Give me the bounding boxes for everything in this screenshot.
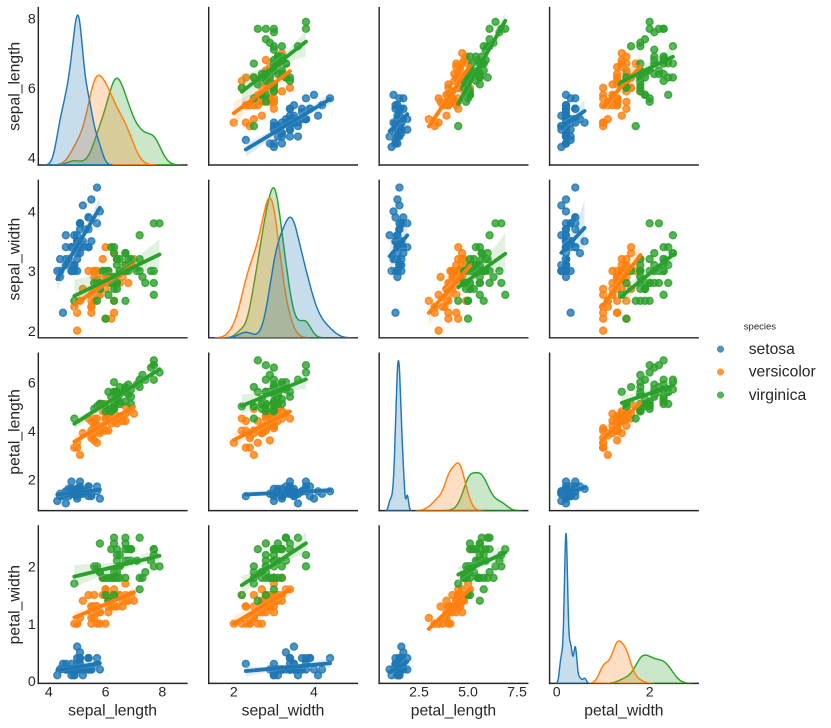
svg-text:virginica: virginica	[749, 387, 807, 404]
svg-text:petal_width: petal_width	[6, 565, 23, 644]
svg-text:6: 6	[28, 81, 36, 97]
svg-text:setosa: setosa	[749, 341, 795, 358]
svg-text:sepal_width: sepal_width	[242, 703, 325, 720]
svg-text:petal_width: petal_width	[584, 703, 663, 720]
svg-text:sepal_length: sepal_length	[68, 703, 157, 720]
svg-text:6: 6	[28, 375, 36, 391]
svg-text:3: 3	[28, 264, 36, 280]
svg-text:7.5: 7.5	[507, 684, 527, 700]
svg-text:2: 2	[28, 472, 36, 488]
svg-text:2: 2	[28, 560, 36, 576]
svg-text:species: species	[744, 322, 776, 333]
svg-text:2: 2	[646, 684, 654, 700]
svg-text:6: 6	[102, 684, 110, 700]
svg-text:versicolor: versicolor	[749, 364, 816, 381]
svg-text:sepal_width: sepal_width	[6, 218, 23, 301]
svg-text:2: 2	[28, 324, 36, 340]
svg-text:5.0: 5.0	[458, 684, 478, 700]
svg-text:4: 4	[28, 205, 36, 221]
svg-text:0: 0	[553, 684, 561, 700]
svg-text:2.5: 2.5	[409, 684, 429, 700]
svg-text:2: 2	[230, 684, 238, 700]
svg-text:4: 4	[28, 151, 36, 167]
svg-text:4: 4	[45, 684, 53, 700]
svg-text:4: 4	[28, 424, 36, 440]
svg-text:petal_length: petal_length	[411, 703, 496, 720]
svg-text:8: 8	[158, 684, 166, 700]
svg-text:8: 8	[28, 12, 36, 28]
svg-text:sepal_length: sepal_length	[6, 42, 23, 131]
svg-text:0: 0	[28, 674, 36, 690]
svg-text:petal_length: petal_length	[6, 389, 23, 474]
svg-text:4: 4	[310, 684, 318, 700]
svg-text:1: 1	[28, 617, 36, 633]
